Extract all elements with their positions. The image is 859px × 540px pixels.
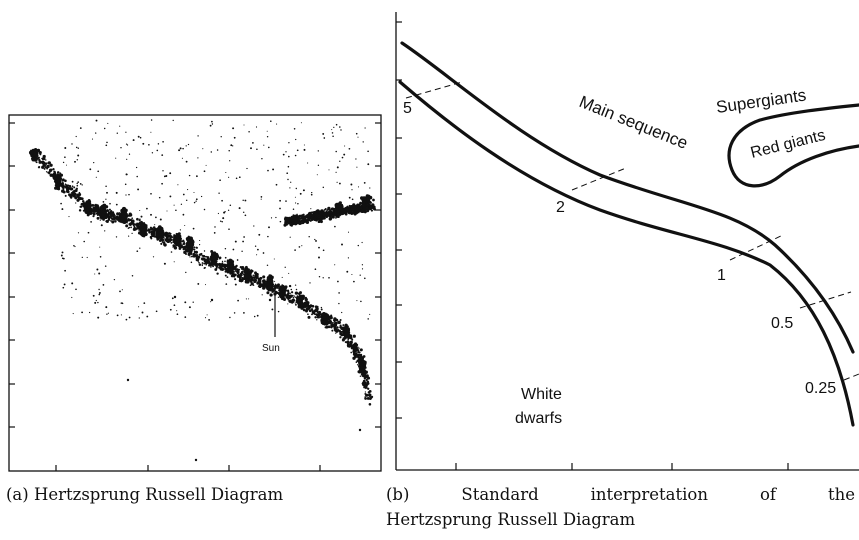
- mass-dashed-lines: [405, 81, 859, 381]
- caption-b-word: (b): [386, 485, 410, 504]
- white-dwarfs-label-line1: White: [521, 386, 562, 403]
- main-sequence-upper-boundary: [400, 41, 855, 354]
- red-giants-loop: [727, 103, 859, 188]
- sun-label: Sun: [262, 343, 280, 354]
- panel-b-y-ticks: [396, 21, 402, 419]
- panel-a-right-ticks: [375, 122, 381, 428]
- mass-label-0-25: 0.25: [805, 380, 836, 397]
- mass-label-5: 5: [403, 100, 412, 117]
- caption-b-word: Standard: [461, 485, 539, 504]
- main-sequence-lower-boundary: [398, 80, 855, 427]
- panel-a-left-ticks: [9, 122, 15, 428]
- caption-b-word: the: [827, 485, 855, 504]
- caption-b-word: interpretation: [590, 485, 708, 504]
- caption-b-line1: (b) Standard interpretation of the: [386, 483, 855, 507]
- caption-a: (a) Hertzsprung Russell Diagram: [6, 485, 284, 504]
- main-sequence-label: Main sequence: [577, 92, 691, 153]
- mass-label-0-5: 0.5: [771, 315, 793, 332]
- mass-label-1: 1: [717, 267, 726, 284]
- caption-b-word: of: [759, 485, 776, 504]
- white-dwarfs-label-line2: dwarfs: [515, 410, 562, 427]
- panel-a-bottom-ticks: [55, 465, 321, 471]
- star-scatter-field: [28, 119, 376, 462]
- panel-b-interpretation-plot: Supergiants Red giants Main sequence Whi…: [395, 12, 859, 471]
- panel-a-frame: [8, 114, 382, 472]
- panel-b-x-ticks: [455, 463, 789, 470]
- caption-b-line2: Hertzsprung Russell Diagram: [386, 510, 636, 529]
- panel-a-hr-plot: Sun: [8, 114, 382, 472]
- mass-label-2: 2: [556, 199, 565, 216]
